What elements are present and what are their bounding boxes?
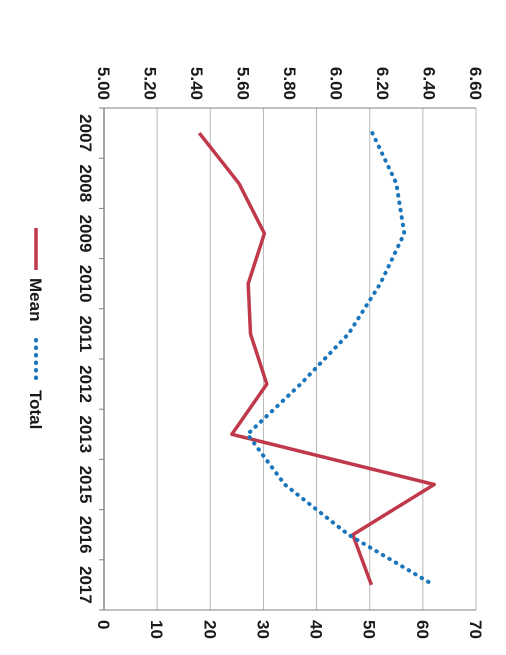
axes: [99, 107, 476, 611]
right-tick-label: 70: [466, 620, 485, 639]
right-tick-label: 30: [253, 620, 272, 639]
right-tick-label: 60: [413, 620, 432, 639]
right-tick-label: 10: [147, 620, 166, 639]
legend-label-total: Total: [26, 390, 45, 429]
left-tick-label: 6.00: [327, 67, 346, 100]
category-label: 2016: [76, 516, 95, 554]
right-tick-label: 20: [200, 620, 219, 639]
left-tick-label: 6.60: [466, 67, 485, 100]
left-tick-label: 5.40: [187, 67, 206, 100]
left-tick-label: 5.60: [234, 67, 253, 100]
left-tick-label: 5.20: [141, 67, 160, 100]
category-label: 2009: [76, 215, 95, 253]
category-label: 2013: [76, 415, 95, 453]
category-label: 2010: [76, 265, 95, 303]
legend: Mean Total: [26, 228, 45, 429]
category-label: 2008: [76, 164, 95, 202]
left-tick-label: 6.40: [420, 67, 439, 100]
legend-label-mean: Mean: [26, 278, 45, 321]
category-label: 2015: [76, 466, 95, 504]
category-label: 2012: [76, 365, 95, 403]
right-tick-label: 50: [360, 620, 379, 639]
left-tick-label: 5.00: [94, 67, 113, 100]
right-tick-label: 40: [307, 620, 326, 639]
right-tick-label: 0: [94, 620, 113, 629]
tick-labels: 5.00 5.20 5.40 5.60 5.80 6.00 6.20 6.40 6.60 0 10 2…: [76, 67, 485, 639]
category-label: 2011: [76, 315, 95, 352]
series: [197, 131, 436, 587]
left-tick-label: 6.20: [373, 67, 392, 100]
left-tick-label: 5.80: [280, 67, 299, 100]
series-line-mean: [197, 132, 436, 586]
category-label: 2007: [76, 114, 95, 152]
category-label: 2017: [76, 566, 95, 604]
series-line-total: [245, 131, 436, 587]
